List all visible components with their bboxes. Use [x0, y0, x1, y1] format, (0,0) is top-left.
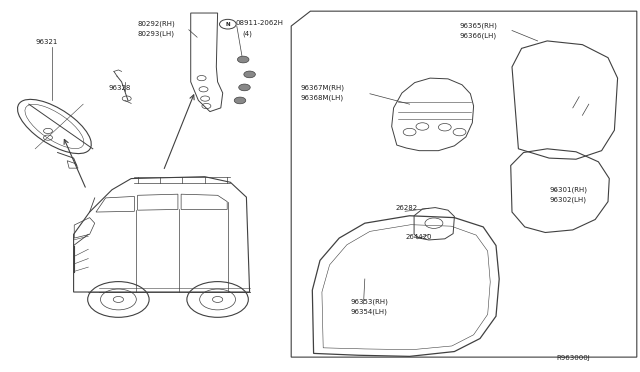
Circle shape — [234, 97, 246, 104]
Text: 96321: 96321 — [35, 39, 58, 45]
Text: 96366(LH): 96366(LH) — [460, 33, 497, 39]
Text: 96302(LH): 96302(LH) — [549, 196, 586, 203]
Text: 96367M(RH): 96367M(RH) — [301, 84, 345, 91]
Text: 80293(LH): 80293(LH) — [138, 30, 175, 37]
Text: 26282: 26282 — [396, 205, 418, 211]
Text: 264420: 264420 — [406, 234, 432, 240]
Text: R963000J: R963000J — [557, 355, 591, 361]
Circle shape — [244, 71, 255, 78]
Text: 96353(RH): 96353(RH) — [351, 299, 388, 305]
Circle shape — [237, 56, 249, 63]
Text: 96328: 96328 — [109, 85, 131, 91]
Text: 08911-2062H: 08911-2062H — [236, 20, 284, 26]
Text: 96368M(LH): 96368M(LH) — [301, 94, 344, 101]
Circle shape — [239, 84, 250, 91]
Text: N: N — [225, 22, 230, 27]
Text: 96301(RH): 96301(RH) — [549, 186, 587, 193]
Text: 80292(RH): 80292(RH) — [138, 20, 175, 27]
Text: (4): (4) — [242, 30, 252, 37]
Text: 96365(RH): 96365(RH) — [460, 23, 497, 29]
Text: 96354(LH): 96354(LH) — [351, 309, 388, 315]
